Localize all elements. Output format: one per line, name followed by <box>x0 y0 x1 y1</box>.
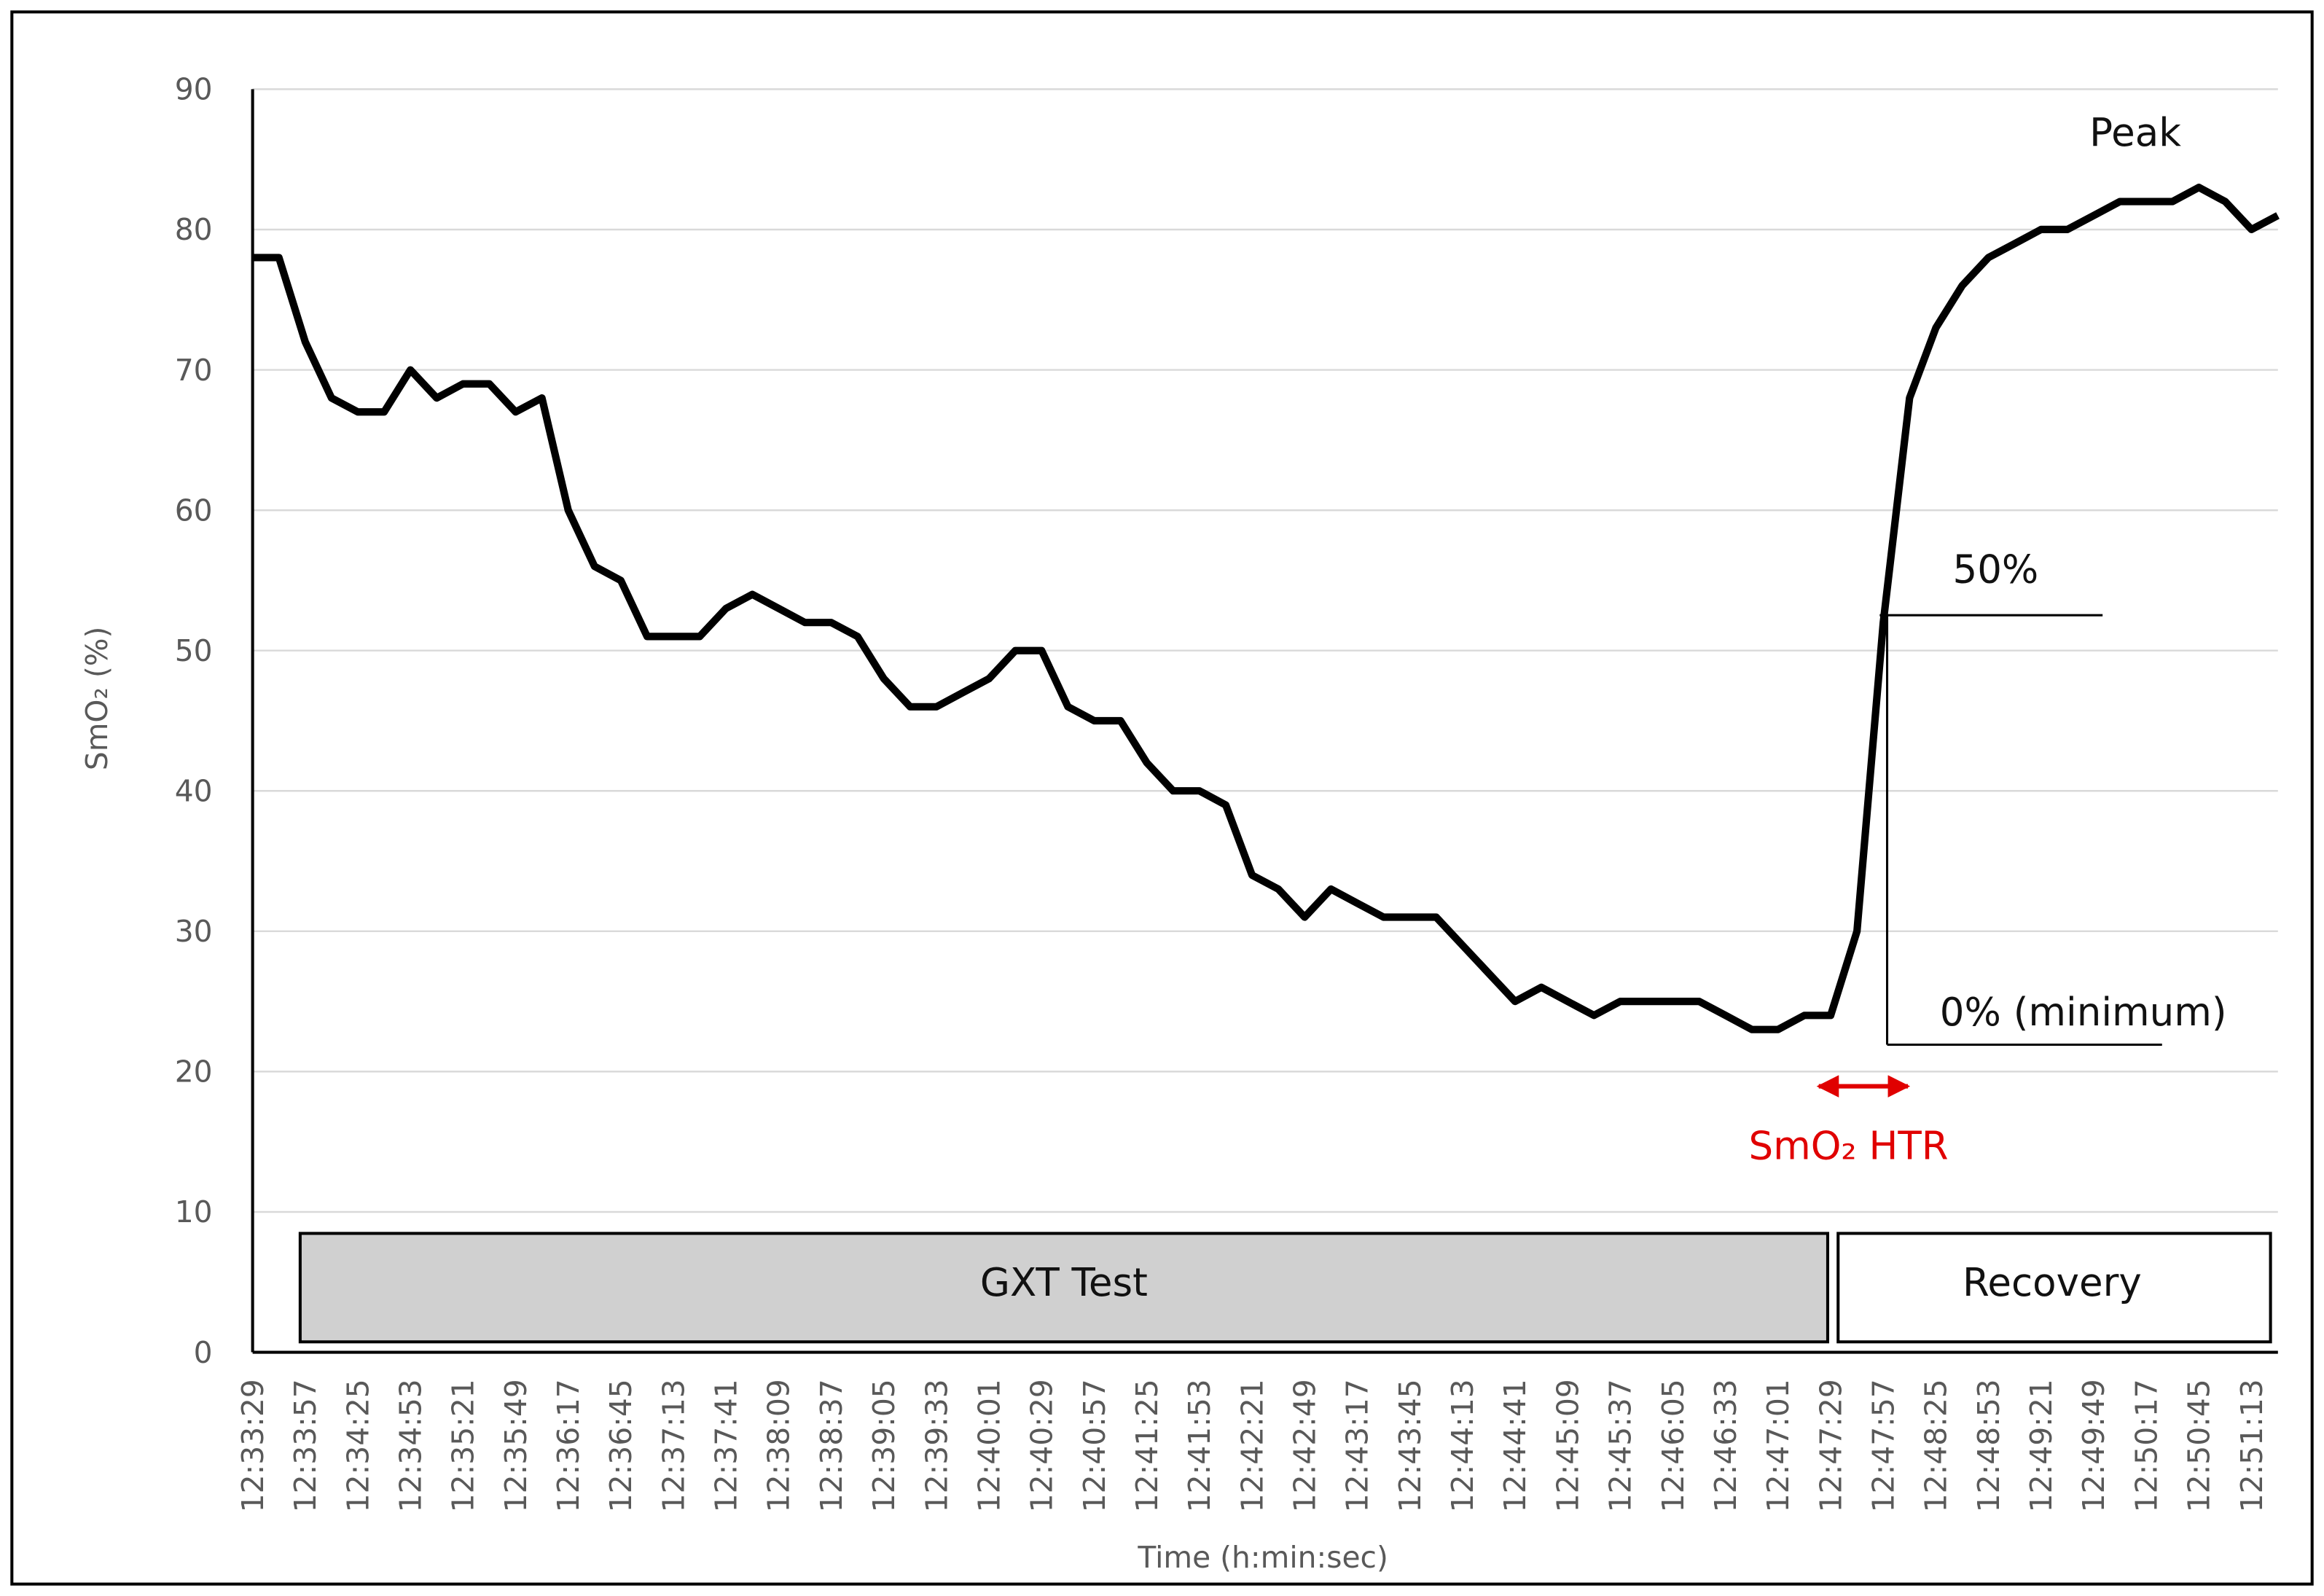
annotation: Peak <box>2089 110 2181 155</box>
y-tick-label: 90 <box>175 72 213 107</box>
x-tick-label: 12:46:33 <box>1708 1379 1743 1512</box>
x-tick-label: 12:51:13 <box>2234 1379 2269 1512</box>
x-tick-label: 12:37:13 <box>656 1379 691 1512</box>
x-tick-label: 12:50:45 <box>2182 1379 2217 1512</box>
annotation: 0% (minimum) <box>1940 990 2227 1035</box>
x-tick-label: 12:37:41 <box>709 1379 744 1512</box>
y-axis-label: SmO₂ (%) <box>79 627 114 771</box>
x-tick-label: 12:39:05 <box>866 1379 901 1512</box>
x-tick-label: 12:40:01 <box>971 1379 1006 1512</box>
data-line <box>252 184 2280 1033</box>
x-tick-label: 12:40:29 <box>1025 1379 1060 1512</box>
x-tick-label: 12:42:49 <box>1288 1379 1323 1512</box>
annotation: SmO₂ HTR <box>1748 1123 1948 1168</box>
x-tick-label: 12:38:09 <box>762 1379 797 1512</box>
x-tick-label: 12:39:33 <box>919 1379 954 1512</box>
phase-box <box>1836 1232 2272 1344</box>
x-tick-label: 12:49:49 <box>2076 1379 2111 1512</box>
phase-label: GXT Test <box>980 1260 1148 1305</box>
x-tick-label: 12:44:13 <box>1445 1379 1480 1512</box>
x-tick-label: 12:34:25 <box>340 1379 375 1512</box>
x-tick-label: 12:35:49 <box>498 1379 533 1512</box>
x-tick-label: 12:43:17 <box>1340 1379 1375 1512</box>
x-tick-label: 12:49:21 <box>2024 1379 2059 1512</box>
x-tick-label: 12:33:29 <box>235 1379 270 1512</box>
x-tick-label: 12:41:25 <box>1130 1379 1165 1512</box>
y-tick-label: 60 <box>175 493 213 528</box>
x-tick-label: 12:42:21 <box>1235 1379 1269 1512</box>
y-tick-label: 0 <box>194 1335 213 1370</box>
phase-label: Recovery <box>1963 1260 2142 1305</box>
y-tick-label: 50 <box>175 633 213 668</box>
x-tick-label: 12:43:45 <box>1393 1379 1428 1512</box>
x-axis-label: Time (h:min:sec) <box>1137 1540 1388 1575</box>
x-tick-label: 12:35:21 <box>446 1379 481 1512</box>
annotation: 50% <box>1952 547 2038 592</box>
x-tick-label: 12:45:37 <box>1603 1379 1638 1512</box>
x-tick-label: 12:36:45 <box>603 1379 638 1512</box>
y-tick-label: 30 <box>175 914 213 949</box>
x-tick-label: 12:48:25 <box>1919 1379 1954 1512</box>
x-tick-label: 12:47:29 <box>1813 1379 1848 1512</box>
phase-box <box>298 1232 1830 1344</box>
y-tick-label: 20 <box>175 1055 213 1090</box>
x-tick-label: 12:46:05 <box>1656 1379 1691 1512</box>
x-tick-label: 12:48:53 <box>1971 1379 2006 1512</box>
y-tick-label: 10 <box>175 1194 213 1229</box>
x-tick-label: 12:38:37 <box>814 1379 849 1512</box>
y-tick-label: 80 <box>175 212 213 247</box>
x-tick-label: 12:44:41 <box>1498 1379 1533 1512</box>
x-tick-label: 12:33:57 <box>288 1379 323 1512</box>
y-tick-label: 70 <box>175 353 213 388</box>
x-tick-label: 12:36:17 <box>551 1379 586 1512</box>
x-tick-label: 12:45:09 <box>1550 1379 1585 1512</box>
frame <box>10 10 2314 1586</box>
x-tick-label: 12:34:53 <box>393 1379 428 1512</box>
x-tick-label: 12:47:01 <box>1761 1379 1796 1512</box>
x-tick-label: 12:50:17 <box>2129 1379 2164 1512</box>
x-tick-label: 12:47:57 <box>1866 1379 1901 1512</box>
x-tick-label: 12:41:53 <box>1182 1379 1217 1512</box>
y-tick-label: 40 <box>175 774 213 809</box>
x-tick-label: 12:40:57 <box>1077 1379 1112 1512</box>
